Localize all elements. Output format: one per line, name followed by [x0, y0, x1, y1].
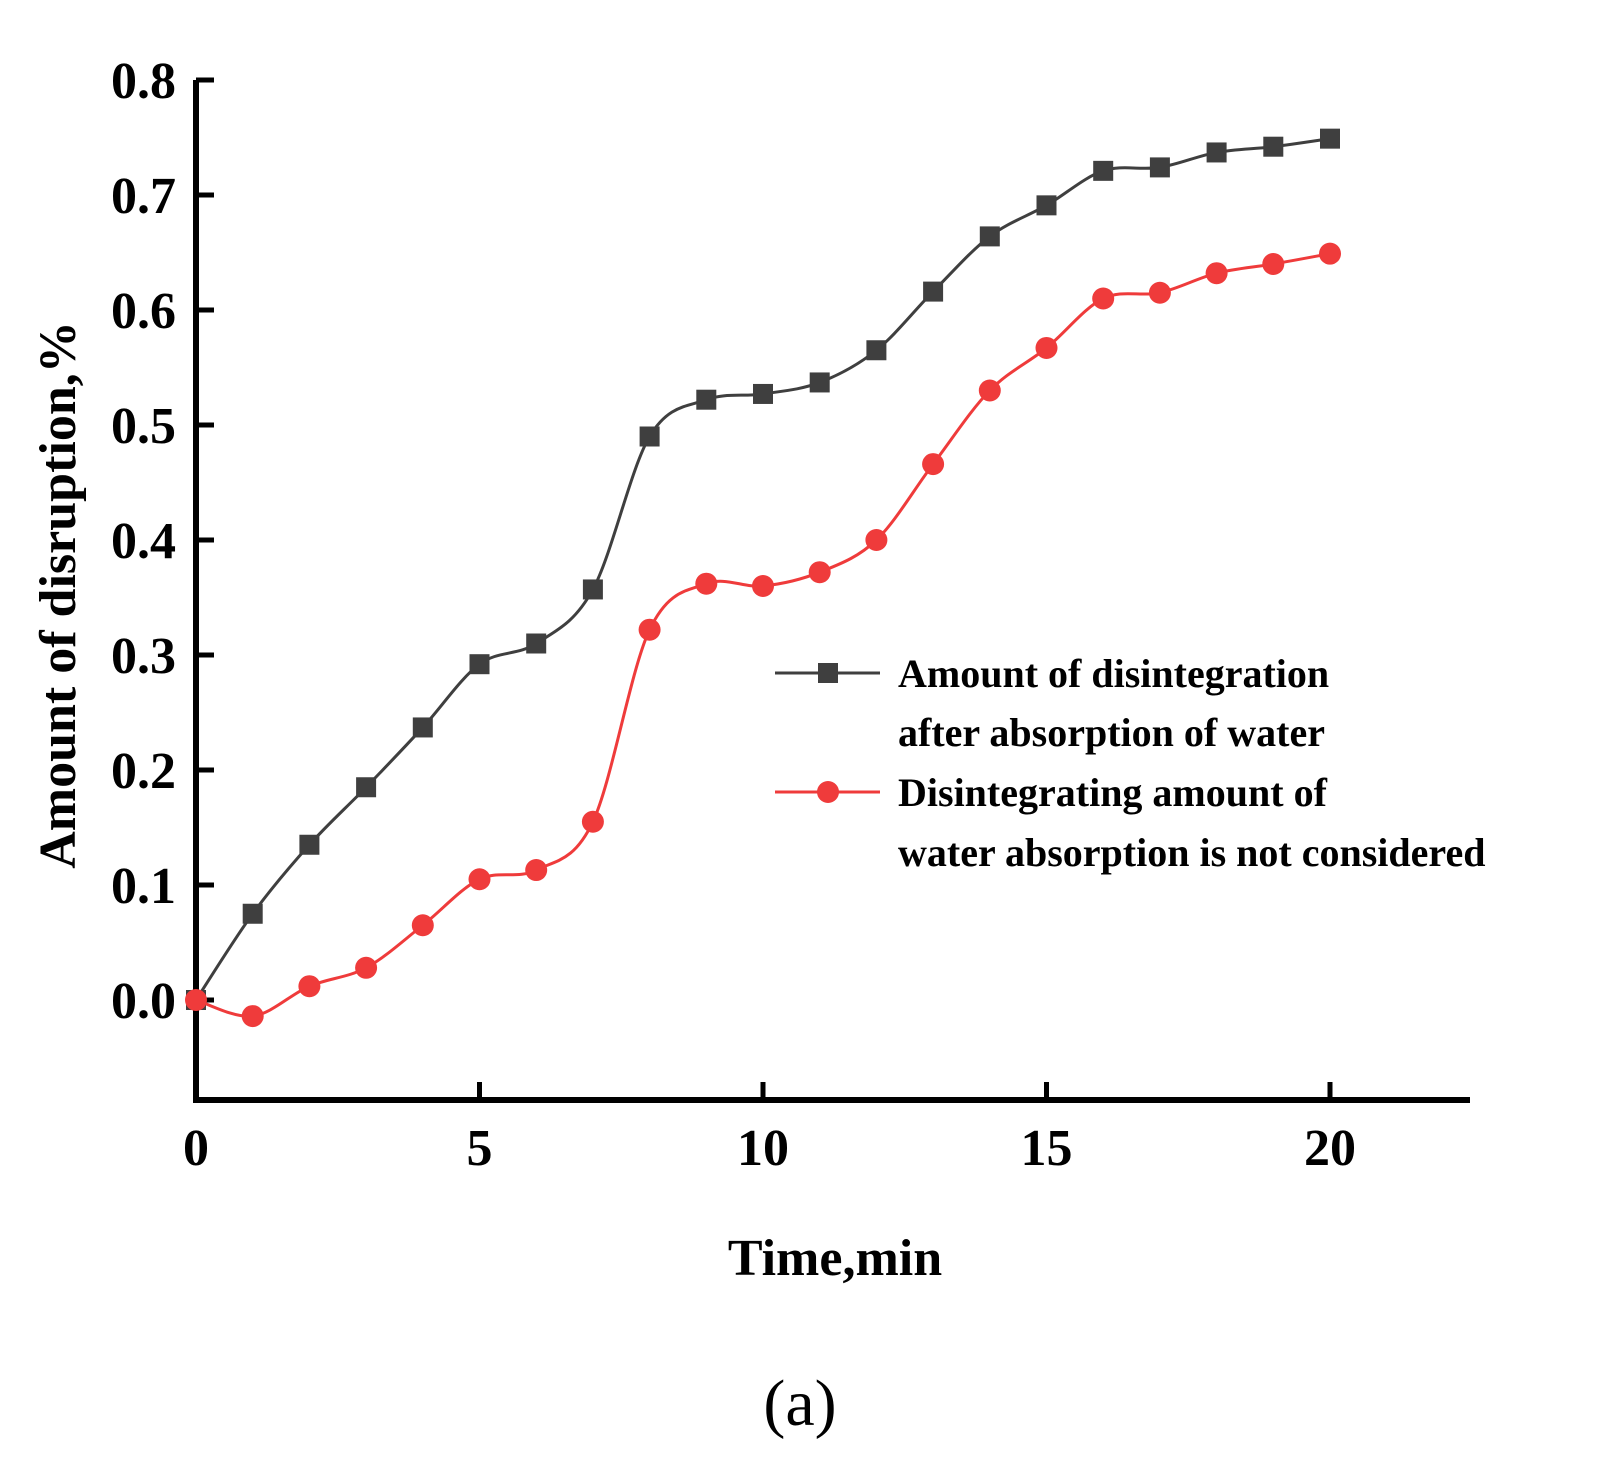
series-2-point	[1035, 336, 1058, 359]
series-1-point	[582, 579, 603, 600]
y-tick-label: 0.3	[111, 628, 176, 685]
series-1-point	[526, 633, 547, 654]
series-1-point	[1036, 195, 1057, 216]
y-tick-label: 0.5	[111, 398, 176, 455]
axes	[193, 80, 1470, 1103]
series-1-point	[1206, 142, 1227, 163]
legend-label: Amount of disintegration	[898, 651, 1329, 696]
x-axis-title: Time,min	[728, 1230, 942, 1287]
legend-label: Disintegrating amount of	[898, 770, 1328, 815]
series-1-point	[412, 717, 433, 738]
y-axis-title: Amount of disruption,%	[30, 321, 87, 869]
series-2-point	[695, 572, 718, 595]
series-2-point	[922, 453, 945, 476]
y-tick-label: 0.4	[111, 513, 176, 570]
series-1-point	[639, 426, 660, 447]
y-tick-label: 0.8	[111, 53, 176, 110]
series-markers	[185, 128, 1341, 1028]
series-2-point	[185, 989, 207, 1011]
y-tick-label: 0.1	[111, 858, 176, 915]
series-2-point	[638, 618, 661, 641]
y-tick-label: 0.7	[111, 168, 176, 225]
series-2-point	[1092, 287, 1115, 310]
x-ticks: 0 5 10 15 20	[183, 1082, 1356, 1177]
series-1-point	[979, 226, 1000, 247]
series-line-2	[195, 252, 1331, 1018]
legend-marker-1	[818, 663, 838, 683]
series-2-point	[468, 868, 491, 891]
series-2-point	[525, 859, 548, 882]
series-1-point	[469, 654, 490, 675]
series-2-point	[1262, 253, 1285, 275]
legend-label: water absorption is not considered	[898, 830, 1485, 875]
series-2-point	[1148, 281, 1171, 304]
series-2-point	[978, 379, 1001, 402]
series-1-point	[1263, 136, 1284, 157]
legend-marker-2	[817, 781, 839, 803]
series-1-point	[1320, 128, 1340, 149]
y-ticks: 0.0 0.1 0.2 0.3 0.4 0.5 0.6 0.7 0.8	[111, 53, 214, 1030]
series-2-point	[411, 914, 434, 937]
x-tick-label: 20	[1304, 1120, 1356, 1177]
legend: Amount of disintegration after absorption…	[775, 651, 1485, 875]
series-2-point	[1319, 242, 1341, 265]
x-tick-label: 5	[467, 1120, 493, 1177]
series-1-point	[1149, 157, 1170, 178]
series-2-point	[298, 975, 321, 998]
figure-caption: (a)	[763, 1367, 836, 1440]
series-1-point	[923, 281, 944, 302]
series-1-point	[809, 372, 830, 393]
series-1-point	[242, 903, 263, 924]
x-tick-label: 0	[183, 1120, 209, 1177]
series-2-point	[865, 529, 888, 551]
series-2-point	[752, 575, 774, 597]
y-tick-label: 0.0	[111, 973, 176, 1030]
series-1-point	[299, 834, 320, 855]
x-tick-label: 15	[1021, 1120, 1073, 1177]
legend-label: after absorption of water	[898, 710, 1325, 755]
series-2-point	[808, 561, 831, 584]
x-tick-label: 10	[737, 1120, 789, 1177]
series-1-point	[696, 389, 717, 410]
y-tick-label: 0.6	[111, 283, 176, 340]
series-1-point	[356, 777, 377, 798]
series-1-point	[753, 383, 773, 404]
series-2-point	[241, 1005, 264, 1028]
y-tick-label: 0.2	[111, 743, 176, 800]
series-2-point	[1205, 262, 1228, 285]
series-2-point	[581, 810, 604, 833]
series-1-point	[1093, 160, 1114, 181]
series-2-point	[355, 956, 378, 979]
series-1-point	[866, 340, 887, 361]
